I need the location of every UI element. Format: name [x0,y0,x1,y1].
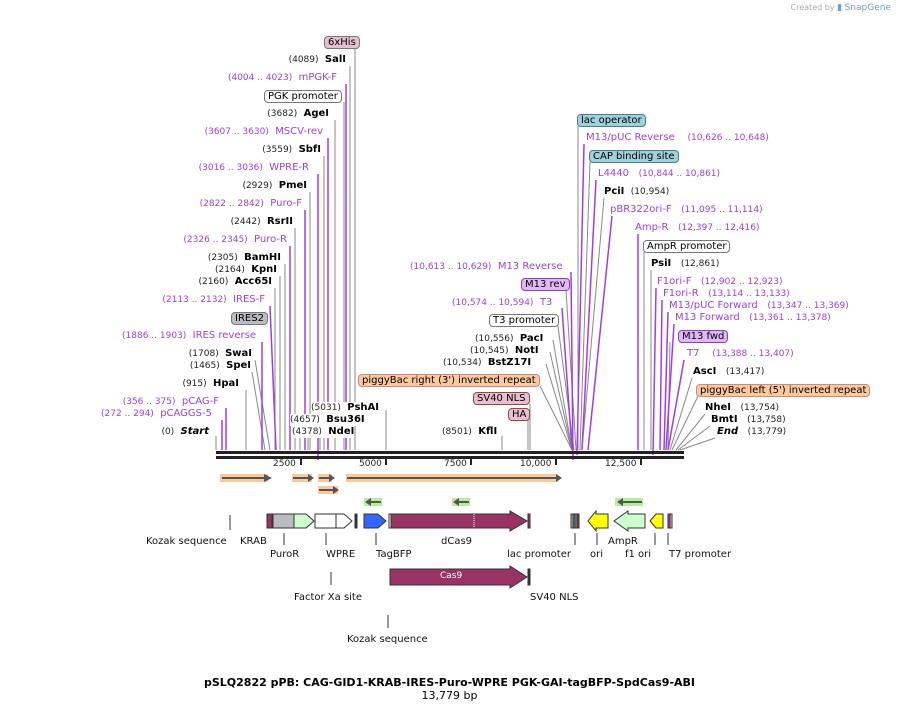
primer-mpgk-f[interactable]: (4004 .. 4023) mPGK-F [227,72,337,83]
feature-pill-m13-fwd[interactable]: M13 fwd [678,330,729,343]
enzyme-noti[interactable]: (10,545) NotI [470,345,539,356]
primer-f1ori-r[interactable]: F1ori-R (13,114 .. 13,133) [663,288,790,299]
primer-m13-puc-forward[interactable]: M13/pUC Forward (13,347 .. 13,369) [669,300,849,311]
enzyme-pcii[interactable]: PciI (10,954) [604,186,670,197]
primer-ires-reverse[interactable]: (1886 .. 1903) IRES reverse [122,330,256,341]
enzyme-bmti[interactable]: BmtI (13,758) [711,414,786,425]
feature-pill-lac-operator[interactable]: lac operator [577,114,646,127]
primer-amp-r[interactable]: Amp-R (12,397 .. 12,416) [635,222,760,233]
origin-end[interactable]: End (13,779) [717,426,787,437]
enzyme-paci[interactable]: (10,556) PacI [475,333,544,344]
enzyme-ndei[interactable]: (4378) NdeI [292,426,355,438]
ruler-tick-2500: 2500 [273,459,296,469]
feature-t7-promoter[interactable]: T7 promoter [669,549,732,560]
feature-sv40-nls[interactable]: SV40 NLS [530,592,579,603]
primer-pcag-f[interactable]: (356 .. 375) pCAG-F [122,396,219,407]
map-length: 13,779 bp [421,689,478,702]
primer-pcaggs-5[interactable]: (272 .. 294) pCAGGS-5 [101,408,212,419]
feature-pill-piggybac-right[interactable]: piggyBac right (3') inverted repeat [358,374,540,387]
enzyme-pshai[interactable]: (5031) PshAI [311,402,379,414]
ruler-tick-12500: 12,500 [605,459,637,469]
feature-pill-sv40-nls[interactable]: SV40 NLS [473,392,530,405]
feature-puror[interactable]: PuroR [270,549,300,560]
feature-factor-xa-site[interactable]: Factor Xa site [294,592,363,603]
feature-krab[interactable]: KRAB [240,536,267,547]
feature-dcas9[interactable]: dCas9 [441,536,473,547]
primer-l4440[interactable]: L4440 (10,844 .. 10,861) [598,168,721,179]
feature-f1-ori[interactable]: f1 ori [625,549,652,560]
feature-pill-6xhis[interactable]: 6xHis [324,36,360,49]
feature-pill-ampr-promoter[interactable]: AmpR promoter [643,240,731,253]
primer-f1ori-f[interactable]: F1ori-F (12,902 .. 12,923) [657,276,783,287]
feature-pill-ires2[interactable]: IRES2 [231,312,268,325]
feature-pill-piggybac-left[interactable]: piggyBac left (5') inverted repeat [696,384,871,397]
enzyme-agei[interactable]: (3682) AgeI [267,108,329,119]
ruler-tick-10000: 10,000 [520,459,552,469]
enzyme-bsu36i[interactable]: (4657) Bsu36I [290,414,365,426]
feature-kozak-sequence[interactable]: Kozak sequence [146,536,227,547]
enzyme-rsrii[interactable]: (2442) RsrII [230,216,293,227]
enzyme-spei[interactable]: (1465) SpeI [189,360,251,371]
enzyme-psii[interactable]: PsiI (12,861) [651,258,720,269]
primer-puro-f[interactable]: (2822 .. 2842) Puro-F [199,198,302,209]
origin-start[interactable]: (0) Start [161,426,209,437]
ruler-tick-5000: 5000 [359,459,382,469]
enzyme-bstz17i[interactable]: (10,534) BstZ17I [443,357,532,368]
feature-ori[interactable]: ori [590,549,604,560]
primer-puro-r[interactable]: (2326 .. 2345) Puro-R [183,234,287,245]
primer-wpre-r[interactable]: (3016 .. 3036) WPRE-R [198,162,309,173]
snapgene-logo-icon: ▮ [837,3,843,13]
enzyme-sbfi[interactable]: (3559) SbfI [262,144,321,155]
feature-ampr[interactable]: AmpR [608,536,638,547]
primer-pbr322ori-f[interactable]: pBR322ori-F (11,095 .. 11,114) [610,204,763,215]
feature-kozak-sequence-2[interactable]: Kozak sequence [347,634,428,645]
primer-m13-reverse[interactable]: (10,613 .. 10,629) M13 Reverse [410,261,563,272]
feature-pill-cap-binding-site[interactable]: CAP binding site [589,150,679,163]
feature-pill-m13-rev[interactable]: M13 rev [521,278,570,291]
feature-tagbfp[interactable]: TagBFP [376,549,412,560]
feature-pill-t3-promoter[interactable]: T3 promoter [489,314,560,327]
ruler-tick-7500: 7500 [444,459,467,469]
primer-mscv-rev[interactable]: (3607 .. 3630) MSCV-rev [204,126,323,137]
feature-cas9[interactable]: Cas9 [440,571,463,581]
primer-m13-puc-reverse[interactable]: M13/pUC Reverse (10,626 .. 10,648) [586,132,769,143]
map-title: pSLQ2822 pPB: CAG-GID1-KRAB-IRES-Puro-WP… [203,676,695,689]
enzyme-hpai[interactable]: (915) HpaI [182,378,239,389]
enzyme-acc65i[interactable]: (2160) Acc65I [198,276,272,287]
enzyme-nhei[interactable]: NheI (13,754) [705,402,780,413]
feature-lac-promoter[interactable]: lac promoter [507,549,571,560]
feature-pill-ha[interactable]: HA [508,408,531,421]
enzyme-kpni[interactable]: (2164) KpnI [214,264,277,275]
enzyme-swai[interactable]: (1708) SwaI [188,348,252,359]
primer-ires-f[interactable]: (2113 .. 2132) IRES-F [162,294,265,305]
feature-wpre[interactable]: WPRE [326,549,356,560]
enzyme-asci[interactable]: AscI (13,417) [693,366,765,377]
feature-pill-pgk-promoter[interactable]: PGK promoter [264,90,342,103]
snapgene-credit: Created by ▮ SnapGene [790,3,891,13]
primer-t3[interactable]: (10,574 .. 10,594) T3 [452,297,553,308]
enzyme-kfli[interactable]: (8501) KflI [442,426,498,437]
primer-t7[interactable]: T7 (13,388 .. 13,407) [687,348,794,359]
enzyme-bamhi[interactable]: (2305) BamHI [207,252,281,263]
enzyme-pmei[interactable]: (2929) PmeI [242,180,307,191]
enzyme-sali[interactable]: (4089) SalI [288,54,346,65]
primer-m13-forward[interactable]: M13 Forward (13,361 .. 13,378) [675,312,831,323]
